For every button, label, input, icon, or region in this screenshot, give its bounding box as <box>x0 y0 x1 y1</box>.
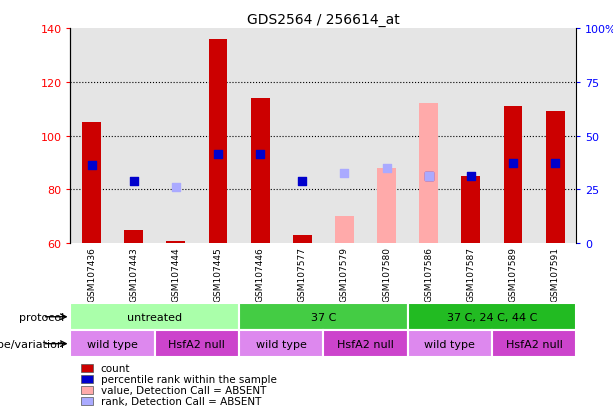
Bar <box>450 29 492 244</box>
Text: HsfA2 null: HsfA2 null <box>506 339 563 349</box>
Bar <box>124 230 143 244</box>
Bar <box>324 330 408 357</box>
Bar <box>377 169 396 244</box>
Text: wild type: wild type <box>256 339 306 349</box>
Bar <box>70 29 113 244</box>
Bar <box>365 29 408 244</box>
Text: HsfA2 null: HsfA2 null <box>337 339 394 349</box>
Bar <box>293 235 312 244</box>
Bar <box>492 330 576 357</box>
Bar <box>239 304 408 330</box>
Text: untreated: untreated <box>128 312 182 322</box>
Bar <box>408 330 492 357</box>
Point <box>382 165 392 172</box>
Bar <box>81 397 93 405</box>
Bar <box>335 217 354 244</box>
Text: HsfA2 null: HsfA2 null <box>169 339 226 349</box>
Bar <box>70 304 239 330</box>
Bar <box>419 104 438 244</box>
Bar <box>462 177 481 244</box>
Point <box>255 152 265 159</box>
Text: 37 C: 37 C <box>311 312 336 322</box>
Bar <box>154 330 239 357</box>
Bar <box>154 29 197 244</box>
Text: percentile rank within the sample: percentile rank within the sample <box>101 374 276 384</box>
Point <box>213 152 223 159</box>
Point <box>340 171 349 177</box>
Bar <box>208 40 227 244</box>
Point <box>129 178 139 185</box>
Bar <box>239 29 281 244</box>
Point <box>550 160 560 166</box>
Text: rank, Detection Call = ABSENT: rank, Detection Call = ABSENT <box>101 396 261 406</box>
Bar <box>408 304 576 330</box>
Point <box>297 178 307 185</box>
Bar <box>82 123 101 244</box>
Text: wild type: wild type <box>87 339 138 349</box>
Bar <box>239 330 324 357</box>
Point <box>424 173 433 180</box>
Point <box>508 160 518 166</box>
Bar <box>534 29 576 244</box>
Bar <box>408 29 450 244</box>
Point <box>86 162 96 169</box>
Bar <box>324 29 365 244</box>
Title: GDS2564 / 256614_at: GDS2564 / 256614_at <box>247 12 400 26</box>
Bar <box>166 241 185 244</box>
Bar <box>81 375 93 383</box>
Text: value, Detection Call = ABSENT: value, Detection Call = ABSENT <box>101 385 266 395</box>
Bar <box>503 107 522 244</box>
Bar <box>113 29 154 244</box>
Bar <box>546 112 565 244</box>
Point <box>466 173 476 180</box>
Point <box>171 184 181 191</box>
Bar <box>197 29 239 244</box>
Text: genotype/variation: genotype/variation <box>0 339 64 349</box>
Bar <box>81 364 93 372</box>
Text: wild type: wild type <box>424 339 475 349</box>
Text: protocol: protocol <box>19 312 64 322</box>
Point <box>424 173 433 180</box>
Text: 37 C, 24 C, 44 C: 37 C, 24 C, 44 C <box>447 312 537 322</box>
Bar <box>281 29 324 244</box>
Bar <box>81 386 93 394</box>
Bar <box>70 330 154 357</box>
Bar <box>492 29 534 244</box>
Text: count: count <box>101 363 131 373</box>
Bar <box>251 99 270 244</box>
